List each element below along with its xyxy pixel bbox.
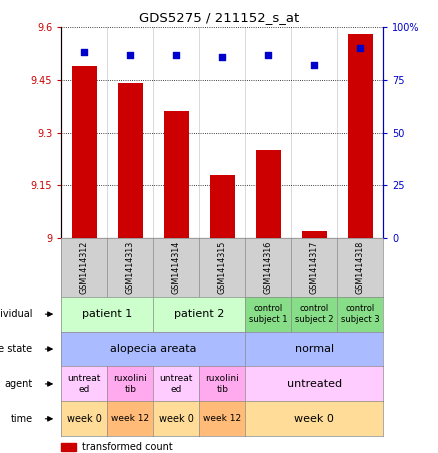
Text: normal: normal (295, 344, 334, 354)
Text: GSM1414317: GSM1414317 (310, 241, 319, 294)
Text: GSM1414312: GSM1414312 (80, 241, 89, 294)
Text: patient 1: patient 1 (82, 309, 132, 319)
Text: control
subject 2: control subject 2 (295, 304, 333, 324)
Bar (256, 150, 281, 238)
Text: GSM1414314: GSM1414314 (172, 241, 181, 294)
Bar (118, 83, 143, 238)
Text: GSM1414318: GSM1414318 (356, 241, 365, 294)
Text: agent: agent (4, 379, 32, 389)
Bar (348, 34, 373, 238)
Text: control
subject 3: control subject 3 (341, 304, 380, 324)
Text: week 12: week 12 (203, 414, 241, 423)
Text: untreat
ed: untreat ed (159, 374, 193, 394)
Text: untreated: untreated (287, 379, 342, 389)
Text: week 0: week 0 (294, 414, 334, 424)
Point (127, 51, 134, 58)
Bar (72, 66, 97, 238)
Text: week 0: week 0 (67, 414, 102, 424)
Text: transformed count: transformed count (82, 442, 173, 452)
Text: GSM1414316: GSM1414316 (264, 241, 273, 294)
Text: ruxolini
tib: ruxolini tib (205, 374, 239, 394)
Point (357, 45, 364, 52)
Point (81, 49, 88, 56)
Text: disease state: disease state (0, 344, 32, 354)
Point (311, 62, 318, 69)
Text: individual: individual (0, 309, 32, 319)
Text: time: time (11, 414, 32, 424)
Bar (164, 111, 189, 238)
Text: ruxolini
tib: ruxolini tib (113, 374, 147, 394)
Point (219, 53, 226, 60)
Point (173, 51, 180, 58)
Point (265, 51, 272, 58)
Text: GSM1414315: GSM1414315 (218, 241, 227, 294)
Bar (210, 174, 235, 238)
Text: alopecia areata: alopecia areata (110, 344, 197, 354)
Text: week 0: week 0 (159, 414, 194, 424)
Text: untreat
ed: untreat ed (67, 374, 101, 394)
Text: GSM1414313: GSM1414313 (126, 241, 135, 294)
Bar (61, 443, 76, 451)
Text: patient 2: patient 2 (174, 309, 225, 319)
Text: GDS5275 / 211152_s_at: GDS5275 / 211152_s_at (139, 11, 299, 24)
Text: week 12: week 12 (111, 414, 149, 423)
Bar (302, 231, 327, 238)
Text: control
subject 1: control subject 1 (249, 304, 287, 324)
